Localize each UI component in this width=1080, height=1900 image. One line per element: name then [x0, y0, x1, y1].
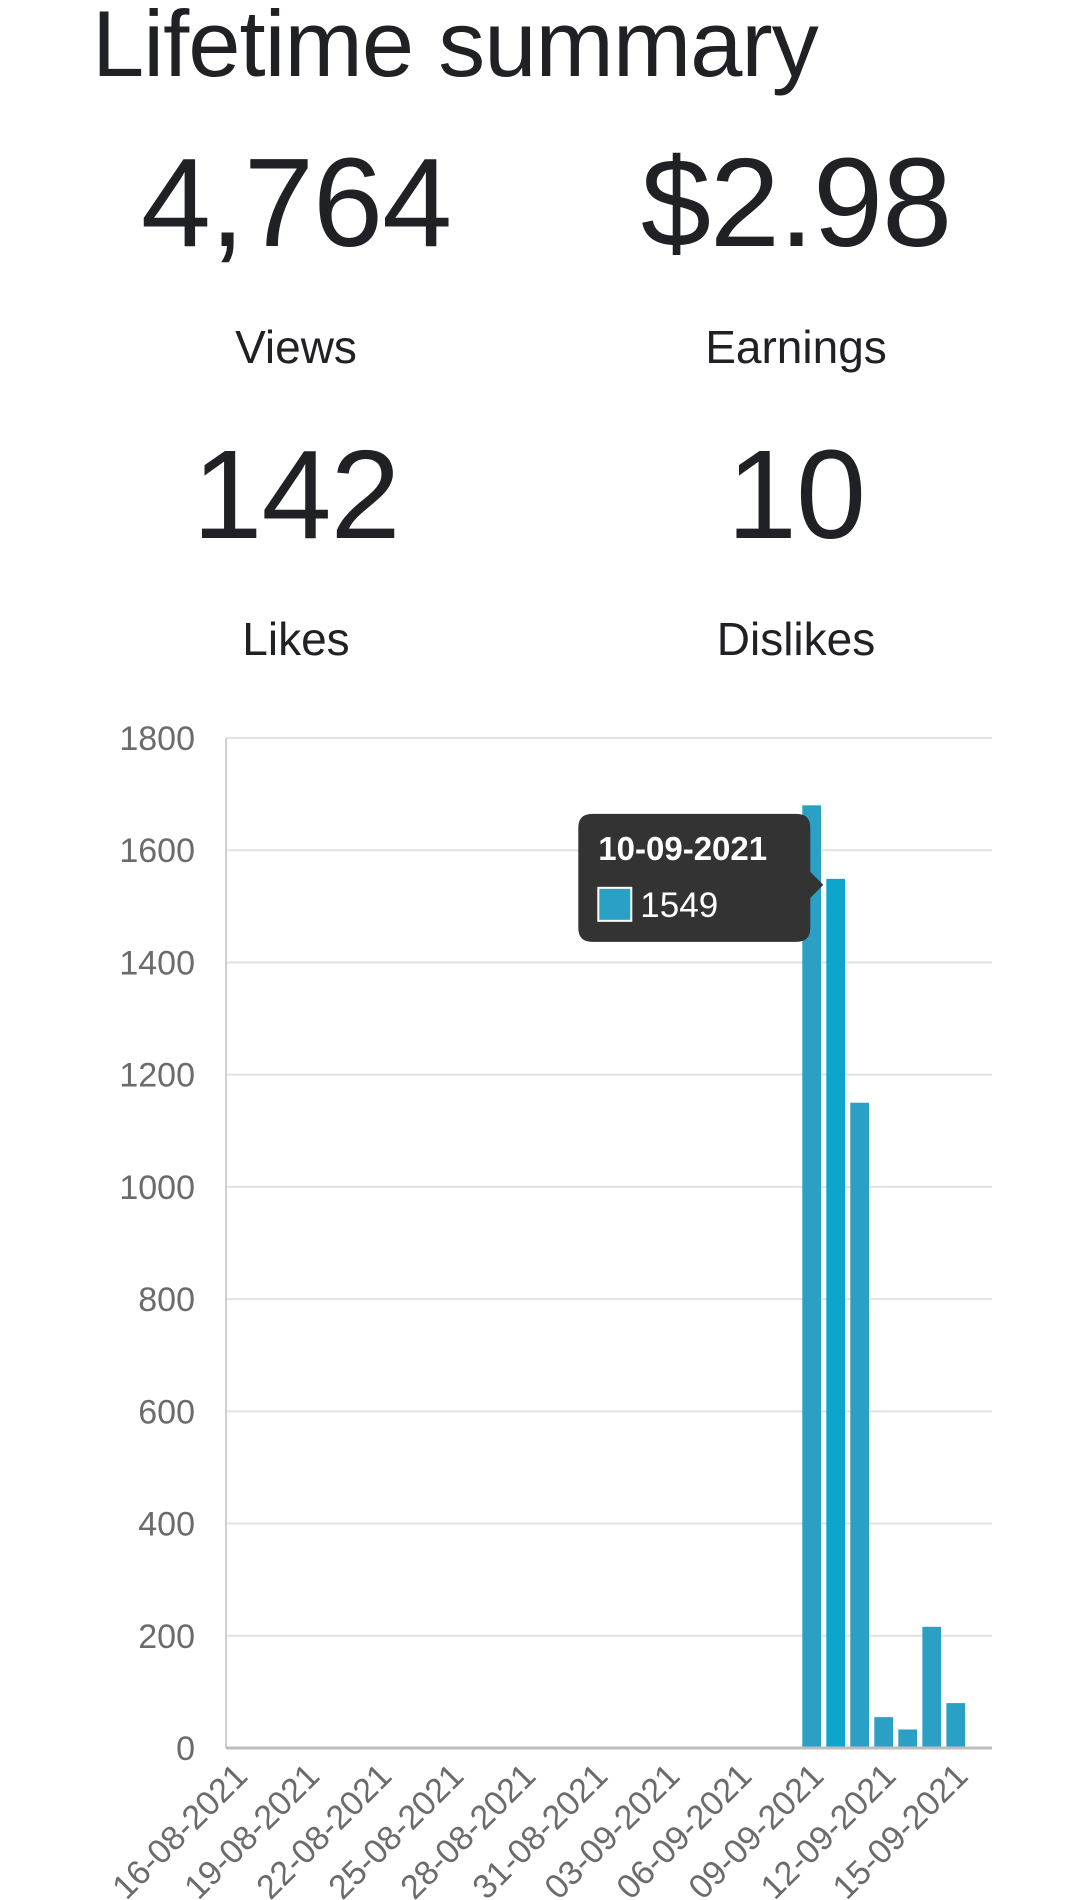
bars[interactable]: [802, 805, 966, 1748]
axes: [225, 738, 992, 1750]
bar[interactable]: [946, 1703, 966, 1748]
bar[interactable]: [922, 1626, 942, 1748]
page-title: Lifetime summary: [92, 0, 819, 96]
dislikes-label: Dislikes: [716, 613, 876, 665]
bar[interactable]: [898, 1729, 918, 1748]
dislikes-stat: 10 Dislikes: [546, 424, 1046, 665]
x-axis-ticks: 16-08-202119-08-202122-08-202125-08-2021…: [105, 1757, 975, 1900]
grid-lines: [226, 737, 992, 1637]
earnings-stat: $2.98 Earnings: [546, 132, 1046, 373]
bar[interactable]: [802, 805, 822, 1748]
y-tick-label: 600: [138, 1393, 195, 1431]
y-tick-label: 0: [176, 1730, 195, 1768]
y-tick-label: 400: [138, 1506, 195, 1544]
earnings-label: Earnings: [705, 321, 887, 373]
tooltip-swatch: [597, 886, 633, 922]
views-stat: 4,764 Views: [46, 132, 546, 373]
y-tick-label: 1000: [119, 1169, 195, 1207]
views-value: 4,764: [140, 132, 452, 273]
earnings-value: $2.98: [640, 132, 952, 273]
dislikes-value: 10: [726, 424, 866, 565]
y-tick-label: 1400: [119, 944, 195, 982]
y-tick-label: 1600: [119, 832, 195, 870]
y-tick-label: 1800: [119, 720, 195, 758]
y-axis-ticks: 0 200 400 600 800 1000 1200 1400 1600 1800: [119, 720, 195, 1768]
likes-stat: 142 Likes: [46, 424, 546, 665]
y-tick-label: 800: [138, 1281, 195, 1319]
y-tick-label: 200: [138, 1618, 195, 1656]
likes-value: 142: [192, 424, 400, 565]
views-bar-chart[interactable]: 0 200 400 600 800 1000 1200 1400 1600 1800 16-08-…: [0, 700, 1080, 1900]
tooltip-value: 1549: [640, 886, 718, 925]
y-tick-label: 1200: [119, 1057, 195, 1095]
likes-label: Likes: [242, 613, 350, 665]
chart-tooltip: 10-09-2021 1549: [578, 813, 824, 942]
views-label: Views: [235, 321, 357, 373]
tooltip-box: [578, 813, 824, 942]
tooltip-date: 10-09-2021: [598, 830, 767, 867]
bar[interactable]: [826, 878, 846, 1748]
bar[interactable]: [874, 1717, 894, 1748]
bar[interactable]: [850, 1102, 870, 1748]
